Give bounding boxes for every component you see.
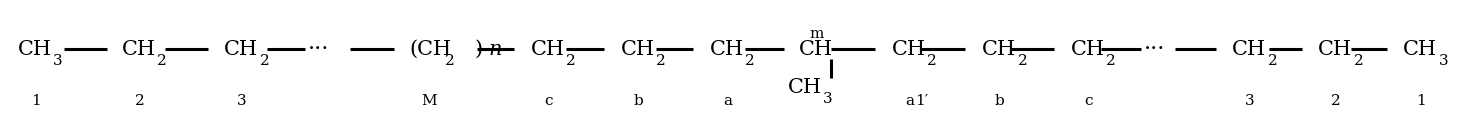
Text: b: b xyxy=(995,94,1004,108)
Text: 3: 3 xyxy=(237,94,246,108)
Text: c: c xyxy=(544,94,553,108)
Text: 2: 2 xyxy=(444,54,454,68)
Text: 2: 2 xyxy=(135,94,144,108)
Text: (CH: (CH xyxy=(409,40,452,59)
Text: m: m xyxy=(809,27,824,41)
Text: CH: CH xyxy=(224,40,258,59)
Text: CH: CH xyxy=(1231,40,1267,59)
Text: 3: 3 xyxy=(1245,94,1255,108)
Text: CH: CH xyxy=(799,40,833,59)
Text: CH: CH xyxy=(1318,40,1352,59)
Text: ···: ··· xyxy=(1143,38,1165,61)
Text: 2: 2 xyxy=(1353,54,1363,68)
Text: CH: CH xyxy=(787,78,822,97)
Text: ···: ··· xyxy=(308,38,330,61)
Text: ): ) xyxy=(475,40,482,59)
Text: b: b xyxy=(633,94,644,108)
Text: n: n xyxy=(488,40,501,59)
Text: CH: CH xyxy=(1070,40,1105,59)
Text: a: a xyxy=(905,94,913,108)
Text: CH: CH xyxy=(710,40,743,59)
Text: 1: 1 xyxy=(1416,94,1426,108)
Text: 1: 1 xyxy=(31,94,41,108)
Text: c: c xyxy=(1085,94,1092,108)
Text: 2: 2 xyxy=(566,54,576,68)
Text: 2: 2 xyxy=(745,54,755,68)
Text: 2: 2 xyxy=(259,54,270,68)
Text: CH: CH xyxy=(1403,40,1437,59)
Text: 1′: 1′ xyxy=(915,94,928,108)
Text: CH: CH xyxy=(531,40,564,59)
Text: M: M xyxy=(422,94,437,108)
Text: 3: 3 xyxy=(824,92,833,106)
Text: 3: 3 xyxy=(1438,54,1448,68)
Text: 2: 2 xyxy=(927,54,937,68)
Text: 2: 2 xyxy=(1107,54,1116,68)
Text: a: a xyxy=(723,94,732,108)
Text: CH: CH xyxy=(982,40,1016,59)
Text: 2: 2 xyxy=(1017,54,1028,68)
Text: 2: 2 xyxy=(157,54,167,68)
Text: 3: 3 xyxy=(53,54,63,68)
Text: CH: CH xyxy=(622,40,655,59)
Text: CH: CH xyxy=(18,40,51,59)
Text: 2: 2 xyxy=(657,54,666,68)
Text: CH: CH xyxy=(891,40,925,59)
Text: 2: 2 xyxy=(1268,54,1277,68)
Text: 2: 2 xyxy=(1331,94,1341,108)
Text: CH: CH xyxy=(122,40,155,59)
